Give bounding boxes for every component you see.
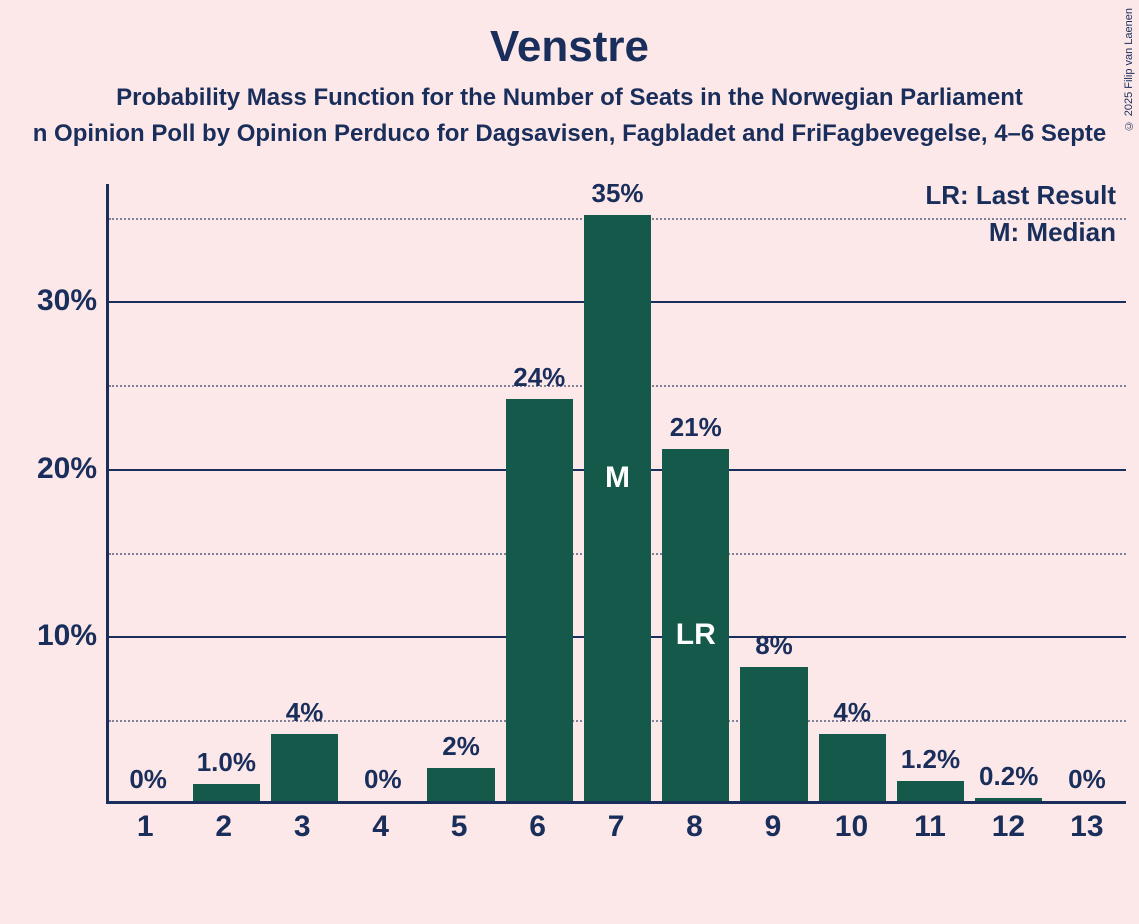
y-tick-label: 30% [37,284,97,318]
median-marker: M [605,461,630,495]
x-tick-label: 12 [969,810,1047,844]
x-tick-label: 4 [341,810,419,844]
bar-slot: 35%M [578,184,656,801]
x-tick-label: 5 [420,810,498,844]
chart-subtitle-2: n Opinion Poll by Opinion Perduco for Da… [0,112,1139,148]
bar-slot: 4% [265,184,343,801]
x-axis-labels: 12345678910111213 [106,810,1126,844]
last-result-marker: LR [676,618,716,652]
x-tick-label: 2 [184,810,262,844]
bar-slot: 4% [813,184,891,801]
x-tick-label: 9 [734,810,812,844]
bar-value-label: 1.2% [901,744,960,775]
bar: M [584,215,651,801]
chart-area: LR: Last Result M: Median 10%20%30% 0%1.… [106,184,1126,854]
copyright-text: © 2025 Filip van Laenen [1123,8,1135,131]
bar: LR [662,449,729,801]
bar-slot: 24% [500,184,578,801]
bar-slot: 2% [422,184,500,801]
bar-slot: 0% [1048,184,1126,801]
chart-title: Venstre [0,0,1139,72]
bar [193,784,260,801]
bar-slot: 0% [344,184,422,801]
bars-container: 0% 1.0% 4% 0% 2% 24% 35%M 21% LR 8% 4% 1.2% 0.2% 0% [109,184,1126,801]
bar-value-label: 35% [591,178,643,209]
x-tick-label: 3 [263,810,341,844]
plot-region: LR: Last Result M: Median 10%20%30% 0%1.… [106,184,1126,804]
chart-subtitle-1: Probability Mass Function for the Number… [0,72,1139,112]
bar-value-label: 8% [755,630,793,661]
bar-value-label: 1.0% [197,747,256,778]
bar-value-label: 24% [513,362,565,393]
bar-value-label: 2% [442,731,480,762]
bar [506,399,573,801]
x-tick-label: 1 [106,810,184,844]
y-tick-label: 10% [37,619,97,653]
bar-value-label: 0% [1068,764,1106,795]
bar-slot: 1.0% [187,184,265,801]
x-tick-label: 6 [498,810,576,844]
bar-slot: 21% LR [657,184,735,801]
bar-value-label: 4% [833,697,871,728]
x-tick-label: 13 [1048,810,1126,844]
bar-value-label: 0.2% [979,761,1038,792]
x-tick-label: 11 [891,810,969,844]
bar [740,667,807,801]
bar-slot: 8% [735,184,813,801]
bar [819,734,886,801]
bar [975,798,1042,801]
bar-value-label: 0% [364,764,402,795]
bar [427,768,494,802]
bar-value-label: 21% [670,412,722,443]
bar [897,781,964,801]
bar [271,734,338,801]
bar-slot: 0% [109,184,187,801]
y-tick-label: 20% [37,452,97,486]
x-tick-label: 8 [655,810,733,844]
bar-value-label: 4% [286,697,324,728]
bar-slot: 1.2% [891,184,969,801]
x-tick-label: 10 [812,810,890,844]
bar-value-label: 0% [129,764,167,795]
bar-slot: 0.2% [970,184,1048,801]
x-tick-label: 7 [577,810,655,844]
